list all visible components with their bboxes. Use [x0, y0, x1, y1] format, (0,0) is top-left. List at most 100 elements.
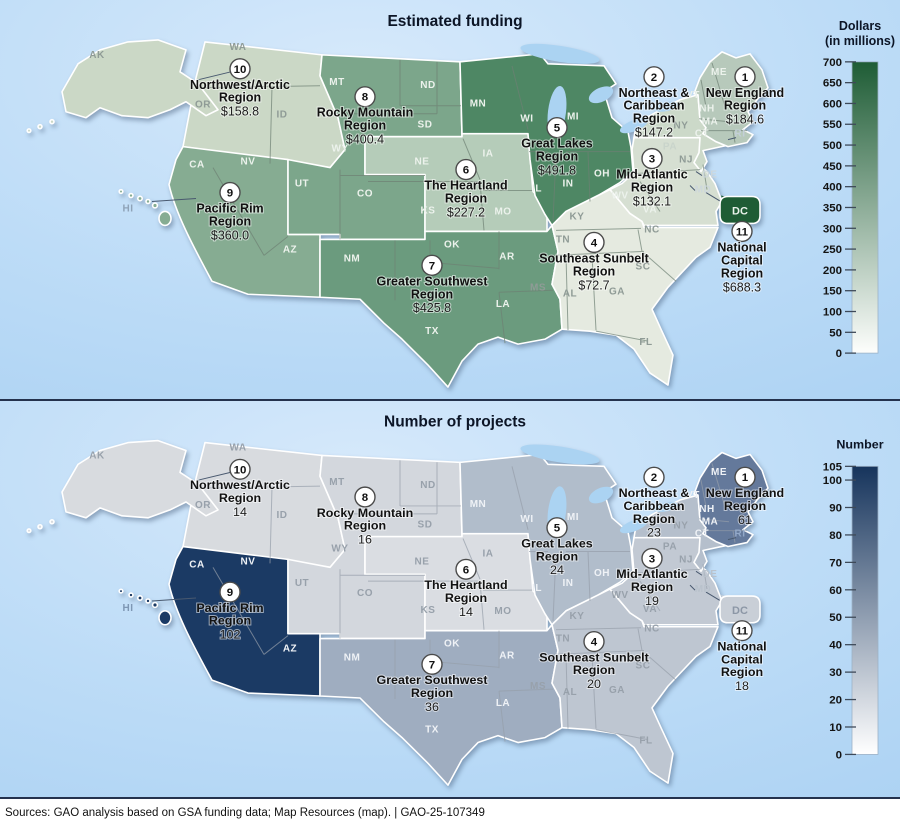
state-label-NM: NM — [344, 253, 361, 264]
dc-pin — [719, 595, 761, 624]
aleutian-island — [26, 528, 32, 534]
alaska-leader-line — [197, 71, 232, 81]
state-label-OH: OH — [594, 169, 610, 180]
state-label-OK: OK — [444, 239, 460, 250]
region-name-line: Region — [209, 214, 251, 228]
region-name-line: Region — [411, 287, 453, 301]
lake-superior — [520, 444, 600, 465]
aleutian-island — [49, 118, 55, 125]
region-number-circle — [546, 517, 568, 539]
state-label-TN: TN — [556, 634, 570, 645]
region-number-circle — [641, 147, 663, 170]
legend-tick-label: 100 — [823, 307, 842, 319]
state-label-MD: MD — [695, 584, 712, 595]
region-name-line: Northeast & — [619, 86, 690, 100]
state-label-MS: MS — [530, 282, 546, 293]
region-number: 9 — [227, 188, 233, 200]
state-label-CO: CO — [357, 189, 373, 200]
region-value: 14 — [233, 505, 247, 519]
hawaii-island — [151, 601, 159, 609]
state-label-CA: CA — [189, 559, 204, 570]
region-value: 23 — [647, 526, 661, 540]
region-number-circle — [219, 181, 241, 204]
state-label-SC: SC — [636, 660, 651, 671]
region-value: 16 — [358, 533, 372, 547]
state-label-KS: KS — [421, 205, 436, 216]
region-number: 7 — [429, 659, 435, 671]
state-label-MA: MA — [702, 117, 719, 128]
region-name-line: Pacific Rim — [196, 601, 263, 615]
lake-erie — [619, 518, 649, 534]
legend-tick-label: 400 — [823, 182, 842, 194]
legend-tick-label: 550 — [823, 119, 842, 131]
region-number-circle — [219, 581, 241, 603]
legend-tick-label: 500 — [823, 140, 842, 152]
state-label-TX: TX — [425, 725, 439, 736]
region-name-line: Northeast & — [619, 486, 690, 500]
region-number: 3 — [649, 553, 655, 565]
maryland-leader-line — [689, 185, 696, 191]
region-greater-southwest — [319, 224, 563, 388]
state-label-SD: SD — [418, 120, 433, 131]
region-name-line: Greater Southwest — [376, 673, 487, 687]
state-label-NH: NH — [699, 504, 714, 515]
region-number: 6 — [463, 165, 469, 177]
hawaii-big-island — [158, 210, 172, 227]
rhode-island-leader-line — [727, 537, 737, 541]
region-number-circle — [354, 86, 376, 108]
state-label-VT: VT — [686, 90, 700, 101]
region-number: 8 — [362, 92, 369, 104]
region-value: 18 — [735, 679, 749, 693]
legend-tick-label: 20 — [829, 695, 842, 707]
region-number: 5 — [554, 523, 561, 535]
legend-tick-label: 650 — [823, 78, 842, 90]
region-name-line: Region — [724, 99, 766, 113]
state-label-MT: MT — [329, 77, 344, 88]
legend-tick-label: 40 — [829, 640, 842, 652]
region-name-line: Region — [411, 686, 453, 700]
region-number-circle — [229, 458, 251, 480]
region-name-line: Caribbean — [623, 499, 684, 513]
region-number: 10 — [234, 64, 247, 76]
map-title: Estimated funding — [387, 13, 522, 30]
state-label-AZ: AZ — [283, 244, 297, 255]
lake-superior — [520, 43, 600, 64]
hawaii-island — [128, 592, 134, 598]
state-label-DE: DE — [703, 569, 718, 580]
hawaii-leader-line — [151, 198, 197, 202]
region-value: $132.1 — [633, 194, 671, 208]
state-label-KS: KS — [421, 605, 436, 616]
region-number-circle — [455, 158, 477, 181]
state-label-VA: VA — [643, 604, 657, 615]
region-number: 10 — [234, 464, 247, 476]
hawaii-island — [145, 598, 151, 604]
region-value: $491.8 — [538, 164, 576, 178]
legend-tick-label: 200 — [823, 265, 842, 277]
region-name-line: Region — [219, 491, 261, 505]
region-name-line: Capital — [721, 253, 763, 267]
state-label-RI: RI — [735, 529, 746, 540]
state-label-AK: AK — [89, 50, 105, 61]
region-number-circle — [583, 231, 605, 254]
legend-tick-label: 350 — [823, 202, 842, 214]
region-value: $147.2 — [635, 126, 673, 140]
region-number-circle — [731, 220, 753, 243]
region-greater-southwest — [319, 623, 563, 786]
state-label-TN: TN — [556, 234, 570, 245]
legend-gradient-bar — [851, 465, 879, 755]
state-label-NJ: NJ — [679, 155, 693, 166]
region-number-circle — [229, 58, 251, 80]
region-name-line: Region — [536, 549, 578, 563]
hawaii-island — [118, 188, 124, 195]
